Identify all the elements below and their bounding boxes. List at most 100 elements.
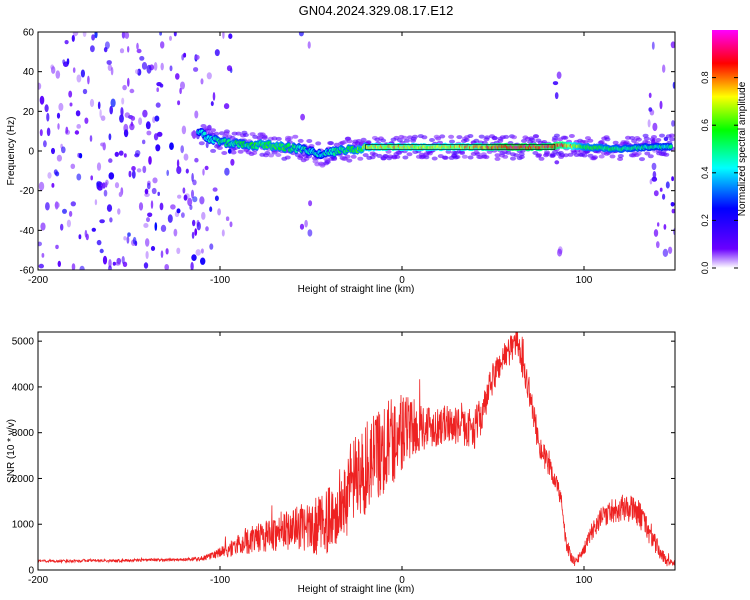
heatmap-cell [562, 135, 569, 140]
heatmap-cell [344, 154, 351, 159]
heatmap-cell [655, 138, 662, 142]
heatmap-cell [74, 130, 80, 135]
heatmap-cell [152, 177, 158, 184]
colorbar-tick-label: 0.6 [700, 119, 710, 132]
heatmap-cell [264, 151, 271, 155]
heatmap-cell [43, 140, 47, 148]
heatmap-cell [51, 66, 56, 74]
heatmap-cell [102, 255, 108, 265]
y-tick-label: -60 [20, 266, 35, 277]
heatmap-cell [99, 109, 102, 118]
heatmap-cell [201, 211, 206, 220]
heatmap-cell [224, 167, 230, 176]
heatmap-cell [169, 65, 173, 72]
heatmap-y-ticks: -60 -40 -20 0 20 40 60 [20, 28, 675, 277]
heatmap-cell [659, 100, 663, 110]
heatmap-cell [478, 134, 485, 139]
heatmap-cell [663, 224, 667, 230]
heatmap-cell [483, 155, 490, 160]
heatmap-cell [166, 169, 169, 176]
heatmap-cell [97, 101, 101, 110]
heatmap-cell [404, 138, 410, 143]
heatmap-cell [108, 172, 115, 180]
heatmap-cell [148, 156, 152, 165]
heatmap-cell [96, 162, 102, 171]
heatmap-cell [473, 138, 480, 143]
heatmap-cell [39, 129, 43, 137]
heatmap-cell [251, 151, 258, 155]
heatmap-cell [160, 250, 164, 258]
heatmap-cell [651, 176, 658, 182]
heatmap-cell [61, 146, 66, 154]
heatmap-cell [131, 170, 136, 179]
heatmap-cell [124, 32, 130, 39]
heatmap-cell [333, 142, 340, 147]
heatmap-cell [670, 202, 675, 207]
heatmap-cell [71, 263, 76, 270]
heatmap-cell [118, 150, 124, 156]
heatmap-cell [143, 223, 149, 228]
heatmap-cell [127, 232, 131, 237]
heatmap-cell [51, 183, 55, 188]
heatmap-cell [129, 88, 135, 94]
heatmap-cell [56, 112, 61, 119]
heatmap-cell [671, 176, 674, 182]
heatmap-cell [70, 163, 76, 169]
heatmap-cell [40, 222, 46, 231]
heatmap-cell [157, 191, 160, 196]
heatmap-cell [183, 52, 187, 58]
heatmap-cell [187, 197, 193, 207]
heatmap-cell [115, 261, 121, 266]
heatmap-cell [108, 158, 113, 163]
heatmap-cell [45, 202, 50, 211]
heatmap-cell [194, 54, 200, 60]
y-tick-label: 40 [23, 67, 35, 78]
y-tick-label: 4000 [12, 382, 35, 393]
heatmap-cell [221, 229, 225, 237]
heatmap-cell [38, 181, 45, 191]
heatmap-cell [69, 102, 73, 107]
snr-x-axis-label: Height of straight line (km) [298, 584, 415, 595]
heatmap-cell [142, 165, 147, 174]
colorbar-tick-label: 0.8 [700, 71, 710, 84]
heatmap-cell [604, 137, 611, 142]
heatmap-cell [307, 41, 311, 49]
heatmap-cell [130, 115, 136, 121]
heatmap-cell [669, 144, 673, 149]
y-tick-label: 3000 [12, 428, 35, 439]
heatmap-cell [173, 228, 178, 237]
heatmap-cell [275, 153, 282, 157]
heatmap-cell [461, 154, 468, 159]
heatmap-cell [223, 103, 230, 110]
heatmap-cell [146, 130, 152, 136]
heatmap-cell [216, 146, 223, 150]
heatmap-cell [103, 189, 108, 197]
heatmap-cell [65, 126, 69, 134]
x-tick-label: -100 [210, 275, 230, 286]
colorbar-gradient [712, 30, 738, 268]
heatmap-cell [671, 120, 675, 127]
heatmap-cell [146, 64, 152, 74]
heatmap-cell [190, 131, 195, 137]
heatmap-cell [631, 138, 638, 143]
heatmap-cell [553, 133, 560, 138]
heatmap-cell [212, 92, 216, 101]
heatmap-cell [100, 115, 106, 121]
heatmap-cell [68, 90, 73, 98]
heatmap-cell [176, 159, 180, 168]
heatmap-cell [121, 97, 125, 105]
heatmap-cell [491, 135, 498, 140]
heatmap-cell [582, 140, 589, 144]
heatmap-cell [89, 98, 95, 108]
heatmap-cell [183, 194, 188, 201]
heatmap-cell [511, 135, 517, 140]
heatmap-cell [362, 153, 369, 158]
heatmap-cell [406, 152, 413, 157]
heatmap-cell [194, 110, 199, 119]
figure-title: GN04.2024.329.08.17.E12 [299, 3, 454, 18]
heatmap-cell [39, 95, 45, 105]
x-tick-label: 0 [399, 575, 405, 586]
heatmap-cell [445, 149, 452, 154]
heatmap-cell [177, 194, 182, 199]
heatmap-cell [592, 155, 598, 160]
